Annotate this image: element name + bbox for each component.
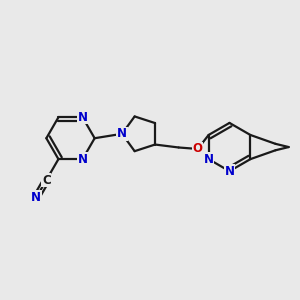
Text: N: N — [78, 111, 88, 124]
Text: N: N — [224, 165, 235, 178]
Text: N: N — [204, 153, 214, 166]
Text: N: N — [117, 127, 127, 140]
Text: O: O — [193, 142, 203, 155]
Text: C: C — [42, 173, 51, 187]
Text: N: N — [78, 153, 88, 166]
Text: N: N — [31, 191, 41, 204]
